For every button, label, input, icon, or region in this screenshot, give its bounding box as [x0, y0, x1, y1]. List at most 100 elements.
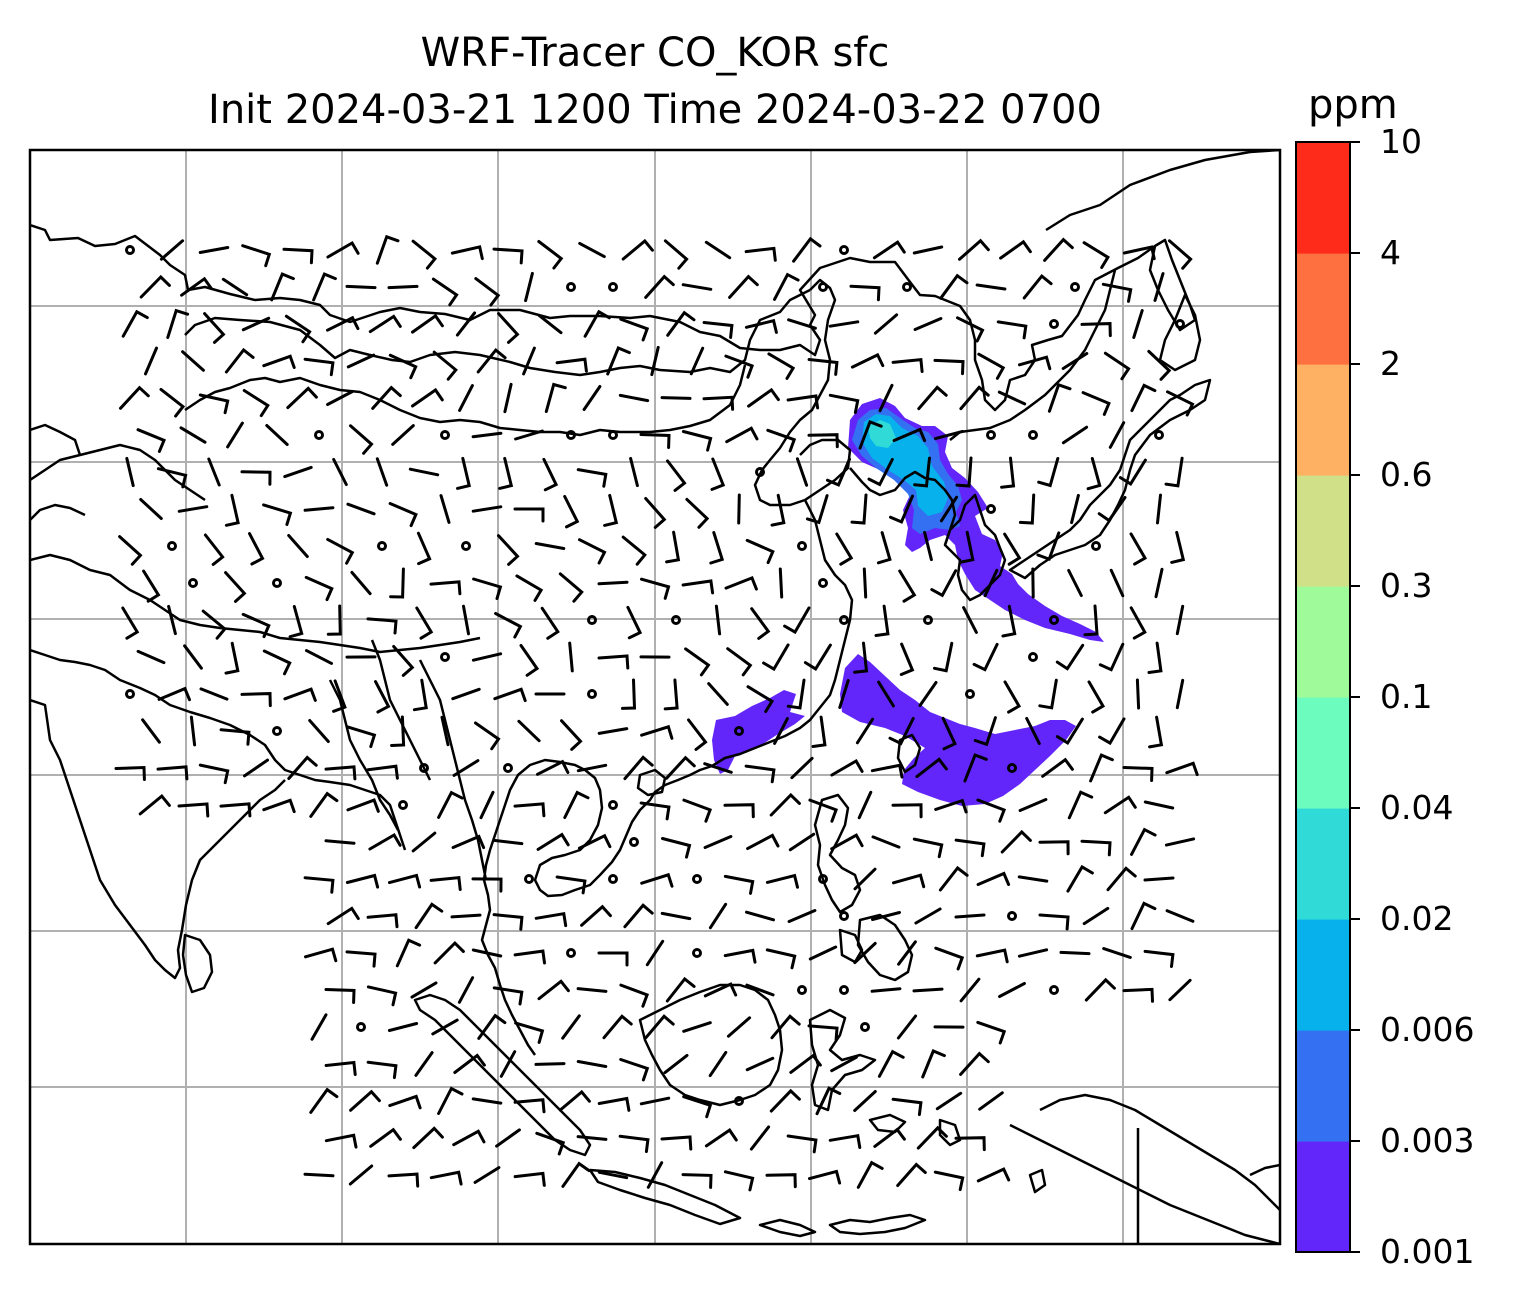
wind-barb	[534, 1062, 566, 1066]
wind-barb	[497, 312, 520, 344]
wind-barb	[433, 940, 465, 965]
wind-barb	[576, 763, 608, 773]
wind-barb	[167, 604, 177, 636]
wind-barb	[156, 765, 189, 781]
wind-barb	[207, 457, 221, 487]
wind-barb	[181, 350, 205, 372]
calm-wind-circle	[1175, 319, 1185, 329]
wind-barb	[240, 692, 272, 708]
calm-wind-circle	[755, 467, 765, 477]
wind-barb	[309, 791, 339, 818]
wind-barb	[850, 493, 868, 525]
wind-barb	[789, 1053, 822, 1074]
calm-wind-circle	[734, 1096, 744, 1106]
colorbar-swatch	[1296, 586, 1350, 698]
wind-barb	[1082, 906, 1110, 926]
wind-barb	[745, 1056, 775, 1072]
wind-barb	[934, 946, 965, 971]
calm-wind-circle	[797, 985, 807, 995]
wind-barb	[597, 951, 629, 967]
calm-wind-circle	[356, 1022, 366, 1032]
wind-barb	[1103, 351, 1131, 381]
wind-barb	[999, 239, 1032, 260]
wind-barb	[650, 345, 660, 377]
wind-barb	[704, 1128, 738, 1148]
wind-barb	[453, 1053, 486, 1074]
wind-barb	[640, 577, 671, 600]
wind-barb	[452, 1129, 486, 1147]
colorbar-tick-label: 0.1	[1380, 677, 1433, 716]
wind-barb	[745, 983, 775, 997]
wind-barb	[792, 236, 822, 263]
wind-barb	[621, 678, 637, 710]
wind-barb	[1148, 715, 1164, 749]
calm-wind-circle	[839, 911, 849, 921]
wind-barb	[709, 531, 725, 565]
calm-wind-circle	[923, 615, 933, 625]
wind-barb	[983, 568, 999, 598]
wind-barb	[975, 948, 1009, 964]
wind-barb	[665, 530, 681, 564]
wind-barb	[580, 904, 612, 927]
wind-barb	[414, 1051, 434, 1077]
wind-barb	[471, 1097, 503, 1105]
wind-barb	[666, 310, 696, 337]
wind-barb	[177, 505, 209, 513]
calm-wind-circle	[629, 837, 639, 847]
wind-barb	[270, 272, 295, 302]
wind-barb	[577, 833, 612, 850]
wind-barb	[368, 832, 402, 851]
wind-barb	[746, 685, 775, 713]
calm-wind-circle	[986, 504, 996, 514]
calm-wind-circle	[734, 726, 744, 736]
calm-wind-circle	[671, 615, 681, 625]
wind-barb	[1147, 349, 1172, 381]
calm-wind-circle	[440, 652, 450, 662]
wind-barb	[639, 801, 671, 821]
map-title-line1: WRF-Tracer CO_KOR sfc	[420, 30, 890, 76]
wind-barb	[408, 467, 440, 477]
wind-barb	[770, 493, 786, 527]
wind-barb	[366, 985, 398, 1007]
wind-barb	[544, 382, 567, 413]
wind-barb	[416, 531, 432, 566]
wind-barb	[934, 429, 964, 441]
wind-barb	[941, 716, 957, 751]
wind-barb	[346, 725, 377, 749]
colorbar-swatch	[1296, 919, 1350, 1031]
wind-barb	[891, 357, 924, 373]
wind-barb	[136, 649, 166, 665]
wind-barb	[1118, 458, 1147, 486]
wind-barb	[765, 1173, 797, 1189]
wind-barb	[284, 314, 312, 344]
wind-barb	[395, 938, 422, 968]
wind-barb	[660, 911, 692, 921]
wind-barb	[350, 570, 372, 596]
wind-barb	[723, 874, 755, 895]
wind-barb	[349, 424, 374, 455]
wind-barb	[513, 1098, 546, 1114]
wind-barb	[773, 717, 789, 745]
calm-wind-circle	[461, 541, 471, 551]
wind-barb	[871, 911, 901, 921]
wind-barb	[410, 981, 438, 999]
wind-barb	[645, 939, 665, 967]
wind-barb	[1086, 457, 1102, 491]
wind-barb	[1059, 950, 1091, 956]
wind-barb	[555, 357, 588, 373]
wind-barb	[283, 465, 313, 479]
wind-barb	[808, 945, 838, 961]
wind-barb	[411, 387, 444, 408]
wind-barb	[778, 567, 784, 599]
colorbar-tick-label: 0.003	[1380, 1121, 1475, 1160]
wind-barb	[1102, 947, 1132, 959]
map-frame	[28, 148, 1282, 1246]
wind-barb	[750, 607, 771, 640]
wind-barb	[912, 837, 944, 859]
wind-barb	[1089, 753, 1114, 783]
wind-barb	[303, 1172, 335, 1178]
wind-barb	[1017, 875, 1049, 883]
wind-barb	[807, 433, 839, 449]
wind-barb	[850, 352, 885, 369]
wind-barb	[390, 715, 406, 747]
